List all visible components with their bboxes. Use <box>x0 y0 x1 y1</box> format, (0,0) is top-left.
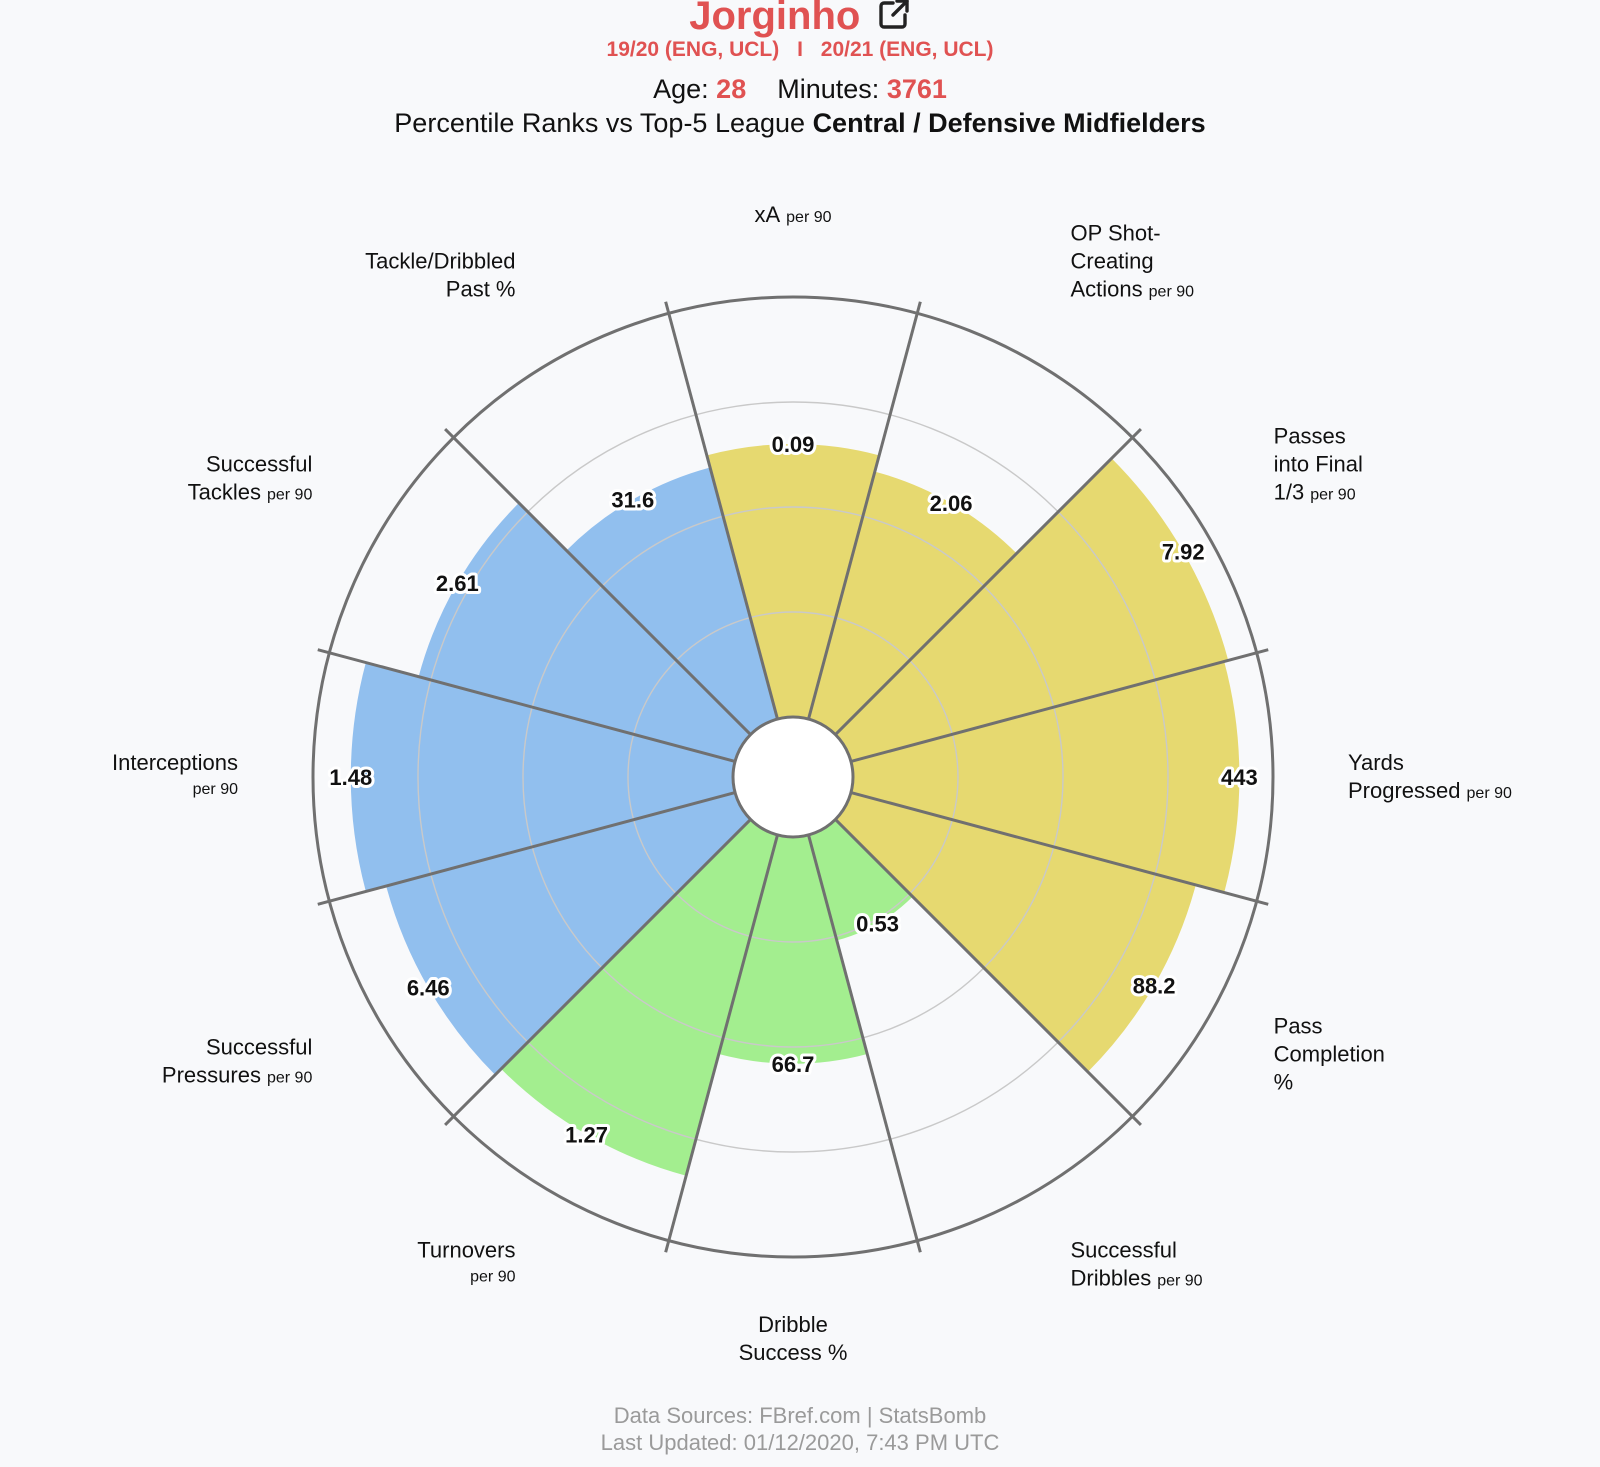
age-label: Age: <box>653 74 709 104</box>
season-list: 19/20 (ENG, UCL) I 20/21 (ENG, UCL) <box>0 38 1600 62</box>
bar-dribble-success- <box>718 834 868 1064</box>
bar-turnovers <box>501 819 778 1176</box>
value-label: 6.46 <box>407 976 450 1001</box>
metric-label-dribble-success-: Dribble Success % <box>739 1312 848 1365</box>
metric-label-yards-progressed: Yards Progressed per 90 <box>1348 750 1512 803</box>
grid-ring <box>522 506 1064 1048</box>
segment-divider <box>807 301 922 720</box>
chart-subtitle: Percentile Ranks vs Top-5 League Central… <box>0 108 1600 139</box>
value-label: 2.06 <box>930 491 973 516</box>
player-name: Jorginho <box>689 0 861 38</box>
segment-divider <box>850 791 1269 906</box>
metric-label-tackle-dribbled-past-: Tackle/Dribbled Past % <box>365 248 515 301</box>
value-label: 88.2 <box>1133 974 1176 999</box>
segment-divider <box>664 301 779 720</box>
bar-tackle-dribbled-past- <box>566 467 778 735</box>
last-updated: Last Updated: 01/12/2020, 7:43 PM UTC <box>600 1430 1000 1455</box>
value-label: 7.92 <box>1162 540 1205 565</box>
data-sources: Data Sources: FBref.com | StatsBomb <box>613 1403 987 1428</box>
external-link-icon[interactable] <box>877 0 911 36</box>
minutes-value: 3761 <box>886 74 947 104</box>
segment-divider <box>317 791 736 906</box>
center-hole <box>731 715 855 839</box>
value-label: 443 <box>1221 765 1258 790</box>
metric-label-pass-completion-: Pass Completion% <box>1274 1014 1385 1095</box>
metric-label-successful-tackles: Successful Tackles per 90 <box>188 452 313 505</box>
season-separator: I <box>797 38 803 61</box>
metric-label-turnovers: Turnovers per 90 <box>417 1238 515 1286</box>
value-label: 0.53 <box>856 912 899 937</box>
segment-divider <box>664 834 779 1253</box>
bar-pass-completion- <box>835 792 1196 1072</box>
player-meta: Age: 28 Minutes: 3761 <box>0 74 1600 105</box>
bar-interceptions <box>350 662 736 892</box>
grid-ring <box>627 611 959 943</box>
segment-divider <box>834 818 1142 1126</box>
metric-label-op-shot-creating-actions: OP Shot-Creating Actions per 90 <box>1071 220 1195 301</box>
value-label: 1.27 <box>565 1122 608 1147</box>
grid-ring <box>417 401 1169 1153</box>
subtitle-position: Central / Defensive Midfielders <box>812 108 1206 138</box>
outer-ring <box>311 295 1275 1259</box>
bar-xa <box>706 444 880 720</box>
age-value: 28 <box>716 74 747 104</box>
value-label: 1.48 <box>329 765 372 790</box>
segment-divider <box>850 648 1269 763</box>
metric-label-successful-pressures: Successful Pressures per 90 <box>162 1035 313 1088</box>
value-label: 0.09 <box>772 432 815 457</box>
season-1: 19/20 (ENG, UCL) <box>606 38 780 61</box>
value-label: 2.61 <box>436 571 479 596</box>
value-label: 66.7 <box>772 1052 815 1077</box>
minutes-label: Minutes: <box>777 74 880 104</box>
title-row: Jorginho <box>0 0 1600 39</box>
footer: Data Sources: FBref.com | StatsBomb Last… <box>0 1402 1600 1456</box>
bar-successful-dribbles <box>808 819 913 941</box>
subtitle-prefix: Percentile Ranks vs Top-5 League <box>394 108 806 138</box>
bar-yards-progressed <box>850 661 1240 893</box>
value-label: 31.6 <box>611 488 654 513</box>
segment-divider <box>807 834 922 1253</box>
segment-divider <box>834 428 1142 736</box>
metric-label-interceptions: Interceptions per 90 <box>112 750 238 798</box>
bar-op-shot-creating-actions <box>808 471 1017 735</box>
segment-divider <box>444 818 752 1126</box>
segment-divider <box>444 428 752 736</box>
segment-divider <box>317 648 736 763</box>
metric-label-passes-into-final-1-3: Passes into Final 1/3 per 90 <box>1274 424 1363 505</box>
metric-label-successful-dribbles: Successful Dribbles per 90 <box>1071 1238 1203 1291</box>
season-2: 20/21 (ENG, UCL) <box>820 38 994 61</box>
metric-label-xa: xA per 90 <box>754 202 831 227</box>
bar-successful-tackles <box>418 502 751 762</box>
